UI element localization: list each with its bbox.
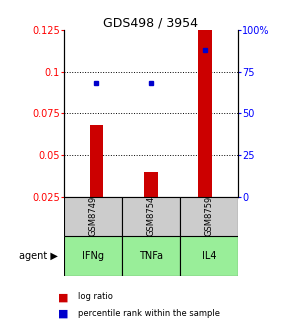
Text: agent ▶: agent ▶ [19, 251, 58, 261]
Bar [122, 197, 180, 236]
Bar [122, 236, 180, 276]
Text: ■: ■ [58, 292, 68, 302]
Title: GDS498 / 3954: GDS498 / 3954 [103, 16, 198, 29]
Text: TNFa: TNFa [139, 251, 163, 261]
Text: GSM8754: GSM8754 [146, 196, 155, 237]
Text: IFNg: IFNg [82, 251, 104, 261]
Text: percentile rank within the sample: percentile rank within the sample [78, 309, 220, 318]
Bar [144, 172, 157, 197]
Bar [180, 236, 238, 276]
Bar [64, 236, 122, 276]
Bar [64, 197, 122, 236]
Bar [180, 197, 238, 236]
Text: log ratio: log ratio [78, 292, 113, 301]
Text: GSM8749: GSM8749 [88, 196, 97, 237]
Bar [90, 125, 103, 197]
Text: GSM8759: GSM8759 [204, 196, 213, 237]
Text: IL4: IL4 [202, 251, 216, 261]
Bar [198, 30, 212, 197]
Text: ■: ■ [58, 309, 68, 319]
